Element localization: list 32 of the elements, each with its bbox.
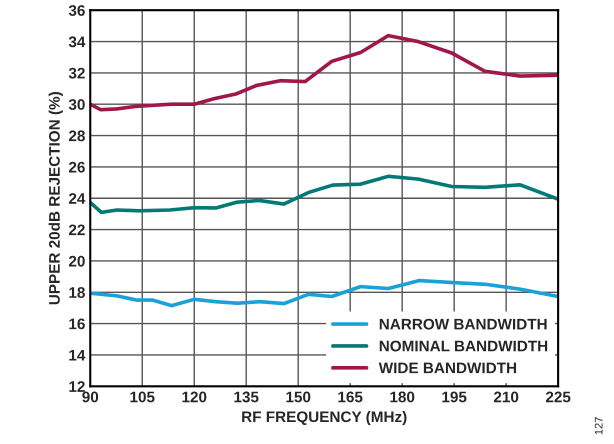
x-tick-label: 105 (130, 392, 155, 402)
line-series (90, 34, 558, 112)
x-tick-label: 90 (82, 392, 98, 402)
x-tick-label: 225 (546, 392, 570, 402)
x-tick-label: 195 (442, 392, 466, 402)
line-series (90, 174, 558, 214)
y-tick-label: 16 (69, 318, 85, 330)
y-tick-label: 28 (68, 130, 85, 142)
y-tick-label: 34 (68, 36, 86, 48)
y-tick-label: 18 (69, 287, 85, 298)
y-tick-label: 20 (68, 256, 85, 267)
y-tick-label: 30 (68, 99, 85, 110)
x-tick-label: 150 (286, 392, 310, 402)
legend-label: NARROW BANDWIDTH (380, 318, 547, 330)
y-tick-label: 26 (68, 162, 85, 173)
y-tick-label: 36 (68, 5, 85, 16)
y-tick-label: 22 (68, 224, 85, 236)
legend-label: NOMINAL BANDWIDTH (380, 340, 548, 352)
y-axis-title: UPPER 20dB REJECTION (%) (48, 92, 63, 304)
y-tick-label: 32 (68, 68, 85, 79)
x-tick-label: 120 (182, 392, 206, 402)
x-tick-label: 210 (494, 392, 518, 402)
x-tick-label: 165 (338, 392, 363, 402)
y-tick-label: 24 (68, 193, 86, 204)
y-tick-label: 12 (69, 381, 85, 392)
y-tick-label: 14 (69, 350, 86, 360)
x-tick-label: 180 (390, 392, 414, 402)
text: 127 (594, 417, 602, 434)
x-axis-title: RF FREQUENCY (MHz) (242, 410, 406, 426)
legend-label: WIDE BANDWIDTH (378, 362, 516, 374)
x-tick-label: 135 (234, 392, 259, 402)
line-series (90, 278, 558, 308)
